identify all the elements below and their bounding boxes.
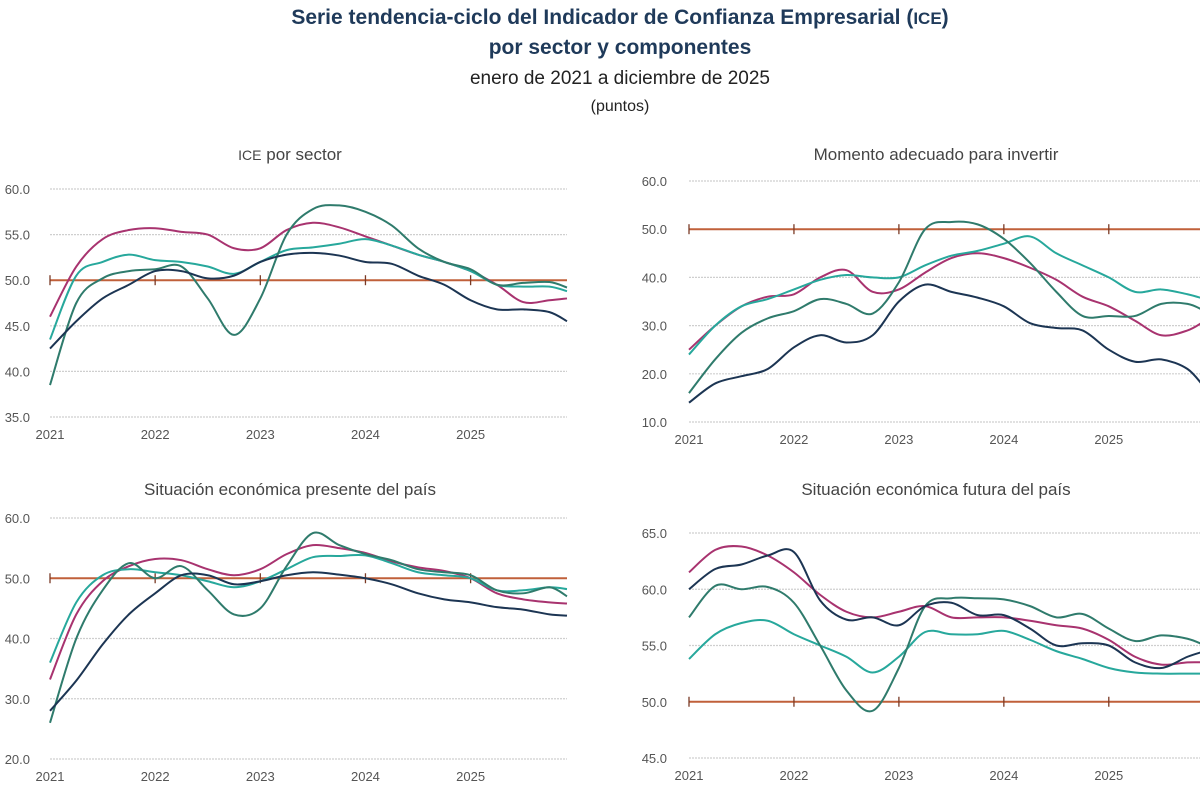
series-line-light-teal (688, 235, 1200, 356)
series-line-light-teal (49, 238, 568, 340)
figure-subtitle: enero de 2021 a diciembre de 2025 (470, 68, 770, 89)
chart-panel-1: ICE por sector 35.0 40.0 45.0 50.0 55.0 60.0 20… (5, 145, 568, 442)
figure-title-part-c: ) (942, 6, 949, 29)
figure-title-line1: Serie tendencia-ciclo del Indicador de C… (291, 6, 948, 29)
chart-panel-2: Momento adecuado para invertir 10.0 20.0 30… (642, 145, 1200, 447)
y-tick-label: 55.0 (5, 228, 30, 243)
series-line-navy (688, 548, 1200, 670)
y-tick-label: 10.0 (642, 415, 667, 430)
series-line-dark-green (688, 220, 1200, 394)
chart-title-prefix: ICE (238, 147, 261, 163)
x-tick-label: 2021 (36, 769, 65, 784)
charts-container: ICE por sector 35.0 40.0 45.0 50.0 55.0 60.0 20… (5, 145, 1200, 784)
y-tick-label: 45.0 (5, 319, 30, 334)
y-tick-label: 50.0 (5, 571, 30, 586)
chart-panel-3: Situación económica presente del país 20.… (5, 480, 568, 784)
y-tick-label: 40.0 (642, 270, 667, 285)
y-tick-label: 60.0 (642, 582, 667, 597)
y-tick-label: 50.0 (5, 273, 30, 288)
series-line-light-teal (49, 553, 568, 663)
series-line-magenta (49, 221, 568, 318)
x-tick-label: 2022 (141, 427, 170, 442)
chart-title: Momento adecuado para invertir (814, 145, 1059, 164)
x-tick-label: 2023 (246, 769, 275, 784)
y-tick-label: 60.0 (642, 174, 667, 189)
chart-title: ICE por sector (238, 145, 342, 164)
chart-panel-4: Situación económica futura del país 45.0 5… (642, 480, 1200, 783)
series-line-navy (49, 571, 568, 712)
series-line-magenta (49, 543, 568, 680)
x-tick-label: 2022 (141, 769, 170, 784)
x-tick-label: 2022 (779, 432, 808, 447)
figure-title-acronym: ICE (913, 9, 941, 28)
series-line-dark-green (49, 204, 568, 386)
x-tick-label: 2023 (884, 768, 913, 783)
x-tick-label: 2024 (989, 432, 1018, 447)
x-tick-label: 2024 (351, 427, 380, 442)
series-line-navy (49, 251, 568, 350)
chart-title: Situación económica presente del país (144, 480, 436, 499)
y-tick-label: 30.0 (642, 319, 667, 334)
x-tick-label: 2024 (351, 769, 380, 784)
y-tick-label: 65.0 (642, 526, 667, 541)
y-tick-label: 30.0 (5, 692, 30, 707)
x-tick-label: 2025 (456, 427, 485, 442)
chart-title: Situación económica futura del país (801, 480, 1070, 499)
y-tick-label: 45.0 (642, 751, 667, 766)
x-tick-label: 2024 (989, 768, 1018, 783)
y-tick-label: 60.0 (5, 511, 30, 526)
series-line-dark-green (49, 531, 568, 724)
figure-title-part-a: Serie tendencia-ciclo del Indicador de C… (291, 6, 913, 29)
x-tick-label: 2021 (675, 768, 704, 783)
series-line-magenta (688, 545, 1200, 666)
y-tick-label: 35.0 (5, 410, 30, 425)
x-tick-label: 2021 (36, 427, 65, 442)
x-tick-label: 2025 (456, 769, 485, 784)
y-tick-label: 20.0 (5, 752, 30, 767)
x-tick-label: 2023 (246, 427, 275, 442)
chart-title-text: por sector (262, 145, 343, 164)
series-line-dark-green (688, 583, 1200, 713)
y-tick-label: 60.0 (5, 182, 30, 197)
x-tick-label: 2025 (1094, 768, 1123, 783)
x-tick-label: 2021 (675, 432, 704, 447)
x-tick-label: 2023 (884, 432, 913, 447)
series-line-magenta (688, 252, 1200, 351)
series-line-light-teal (688, 618, 1200, 675)
chart-title-text: Momento adecuado para invertir (814, 145, 1059, 164)
y-tick-label: 50.0 (642, 695, 667, 710)
x-tick-label: 2022 (779, 768, 808, 783)
series-line-navy (688, 283, 1200, 404)
chart-title-text: Situación económica futura del país (801, 480, 1070, 499)
y-tick-label: 50.0 (642, 222, 667, 237)
figure-title-line2: por sector y componentes (489, 36, 752, 59)
y-tick-label: 40.0 (5, 364, 30, 379)
chart-title-text: Situación económica presente del país (144, 480, 436, 499)
y-tick-label: 55.0 (642, 639, 667, 654)
y-tick-label: 40.0 (5, 632, 30, 647)
y-tick-label: 20.0 (642, 367, 667, 382)
figure-units: (puntos) (591, 98, 650, 115)
x-tick-label: 2025 (1094, 432, 1123, 447)
